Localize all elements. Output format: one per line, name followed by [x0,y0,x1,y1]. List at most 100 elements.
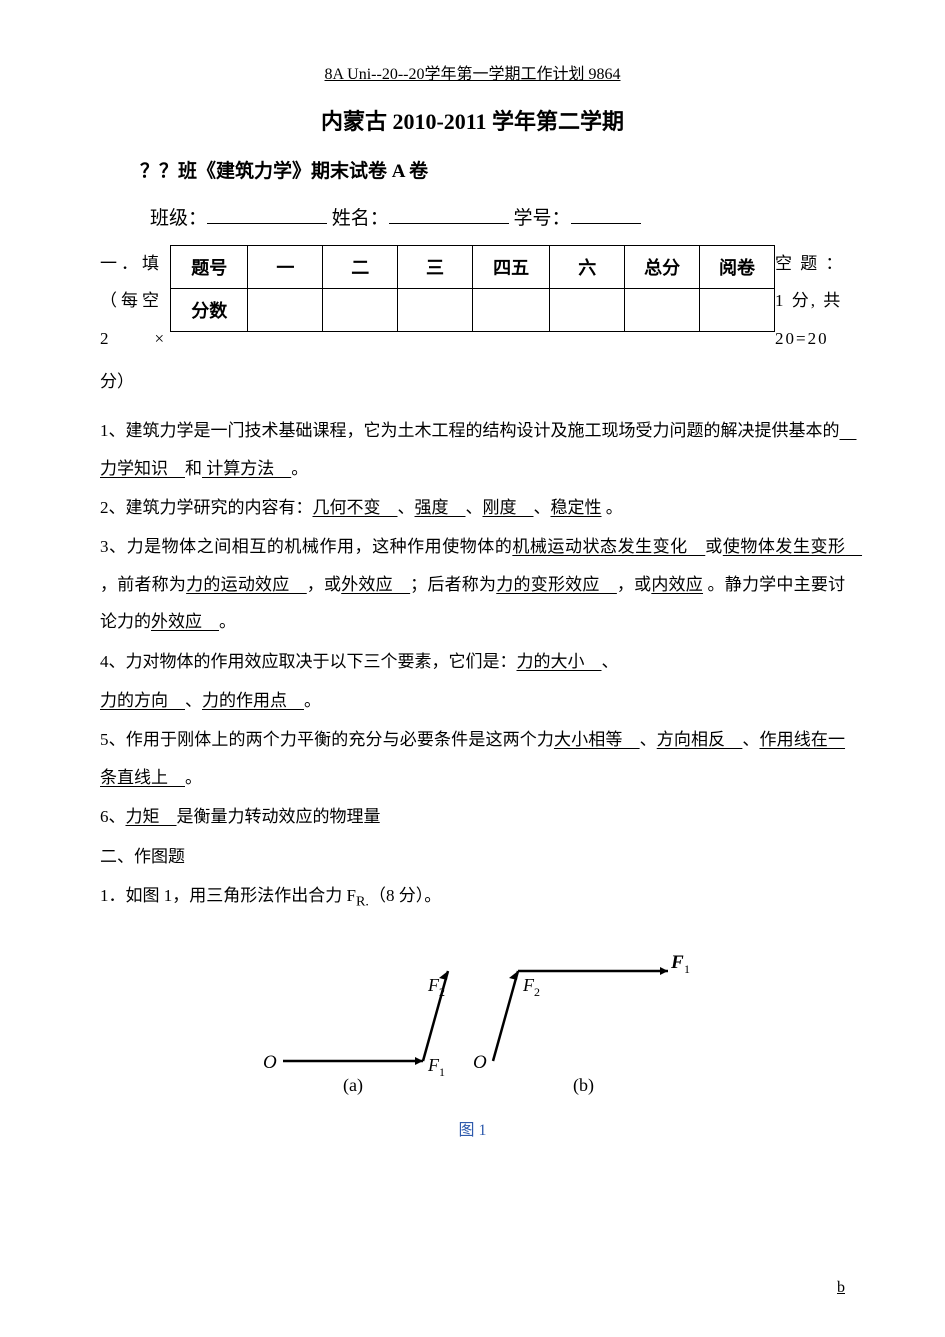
section-2-title: 二、作图题 [100,840,845,874]
section-2-q1: 1．如图 1，用三角形法作出合力 FR.（8 分）。 [100,879,845,916]
figure-caption: 图 1 [100,1116,845,1140]
table-cell: 分数 [171,289,248,332]
table-cell: 六 [550,246,625,289]
page-number: b [837,1279,845,1297]
q3-text: 3、力是物体之间相互的机械作用，这种作用使物体的 [100,537,512,556]
q2-s3: 、 [534,498,551,517]
table-cell: 题号 [171,246,248,289]
q4-s1: 、 [602,652,619,671]
q3-ans3: 力的运动效应 [186,575,307,594]
table-cell: 总分 [625,246,700,289]
q1-ans2: 计算方法 [202,459,291,478]
q2-ans3: 刚度 [483,498,534,517]
id-blank [571,205,641,224]
svg-text:1: 1 [439,1065,445,1079]
table-cell [398,289,473,332]
q3-ans1: 机械运动状态发生变化 [512,537,705,556]
table-row: 分数 [171,289,775,332]
s2q1-end: （8 分）。 [369,886,441,905]
q2-text: 2、建筑力学研究的内容有： [100,498,313,517]
q6-text: 6、 [100,807,126,826]
q1-mid: 和 [185,459,202,478]
svg-text:2: 2 [534,985,540,999]
class-blank [207,205,327,224]
question-4-line2: 力的方向 、力的作用点 。 [100,682,845,719]
section-right-1: 空 题 ： [775,245,845,282]
svg-text:1: 1 [684,962,690,976]
score-table: 题号 一 二 三 四五 六 总分 阅卷 分数 [170,245,775,332]
table-cell [472,289,549,332]
svg-text:F: F [670,952,684,973]
q4-ans1: 力的大小 [517,652,602,671]
q4-end: 。 [304,691,321,710]
q4-ans2: 力的方向 [100,691,185,710]
q2-ans2: 强度 [415,498,466,517]
question-6: 6、力矩 是衡量力转动效应的物理量 [100,798,845,835]
table-cell: 阅卷 [700,246,775,289]
svg-text:2: 2 [439,985,445,999]
name-label: 姓名： [332,208,389,229]
table-cell [700,289,775,332]
question-4: 4、力对物体的作用效应取决于以下三个要素，它们是：力的大小 、 [100,643,845,680]
svg-text:(a): (a) [343,1075,363,1096]
table-cell: 二 [323,246,398,289]
q3-ans7: 外效应 [151,612,219,631]
section-right-3: 20=20 [775,320,845,357]
svg-text:O: O [473,1052,487,1073]
q3-m5: ，或 [617,575,651,594]
section-bottom: 分） [100,367,845,392]
table-cell: 三 [398,246,473,289]
table-cell [323,289,398,332]
question-3: 3、力是物体之间相互的机械作用，这种作用使物体的机械运动状态发生变化 或使物体发… [100,528,845,640]
s2q1-sub: R. [356,894,369,910]
q2-ans4: 稳定性 [551,498,602,517]
section-left-1: 一．填 [100,245,170,282]
table-cell: 四五 [472,246,549,289]
q3-m3: ，或 [307,575,341,594]
table-cell: 一 [248,246,323,289]
q5-text: 5、作用于刚体上的两个力平衡的充分与必要条件是这两个力 [100,730,554,749]
table-cell [248,289,323,332]
q3-ans6: 内效应 [651,575,703,594]
question-1: 1、建筑力学是一门技术基础课程，它为土木工程的结构设计及施工现场受力问题的解决提… [100,412,845,487]
q4-ans3: 力的作用点 [202,691,304,710]
q2-ans1: 几何不变 [313,498,398,517]
q3-ans5: 力的变形效应 [496,575,617,594]
section-right-2: 1 分, 共 [775,282,845,319]
q5-ans1: 大小相等 [554,730,640,749]
svg-text:(b): (b) [573,1075,594,1096]
q2-s1: 、 [398,498,415,517]
q4-s2: 、 [185,691,202,710]
question-2: 2、建筑力学研究的内容有：几何不变 、强度 、刚度 、稳定性 。 [100,489,845,526]
question-5: 5、作用于刚体上的两个力平衡的充分与必要条件是这两个力大小相等 、方向相反 、作… [100,721,845,796]
table-row: 题号 一 二 三 四五 六 总分 阅卷 [171,246,775,289]
q1-text: 1、建筑力学是一门技术基础课程，它为土木工程的结构设计及施工现场受力问题的解决提… [100,421,840,440]
q3-m1: 或 [705,537,723,556]
figure-svg: O F 1 F 2 (a) O F 2 F 1 (b) [253,936,693,1096]
q4-text: 4、力对物体的作用效应取决于以下三个要素，它们是： [100,652,517,671]
q5-ans2: 方向相反 [657,730,743,749]
q2-end: 。 [602,498,623,517]
q1-end: 。 [291,459,308,478]
q3-ans2: 使物体发生变形 [723,537,862,556]
q5-end: 。 [185,768,202,787]
q5-s1: 、 [640,730,657,749]
class-label: 班级： [150,208,207,229]
subtitle: ？？班《建筑力学》期末试卷 A 卷 [140,156,845,183]
q5-s2: 、 [742,730,759,749]
id-label: 学号： [514,208,571,229]
q3-m2: ，前者称为 [100,575,186,594]
q6-end: 是衡量力转动效应的物理量 [177,807,381,826]
q3-m4: ；后者称为 [410,575,496,594]
section-left-2: （每空 [100,282,170,319]
section-left-3: 2 × [100,320,170,357]
section-right-text: 空 题 ： 1 分, 共 20=20 [775,245,845,357]
q3-end: 。 [219,612,236,631]
table-cell [625,289,700,332]
student-info-line: 班级： 姓名： 学号： [150,203,845,230]
section-left-text: 一．填 （每空 2 × [100,245,170,357]
s2q1-text: 1．如图 1，用三角形法作出合力 F [100,886,356,905]
figure-1: O F 1 F 2 (a) O F 2 F 1 (b) [100,936,845,1101]
section-one-wrapper: 一．填 （每空 2 × 题号 一 二 三 四五 六 总分 阅卷 分数 空 题 ：… [100,245,845,357]
q2-s2: 、 [466,498,483,517]
